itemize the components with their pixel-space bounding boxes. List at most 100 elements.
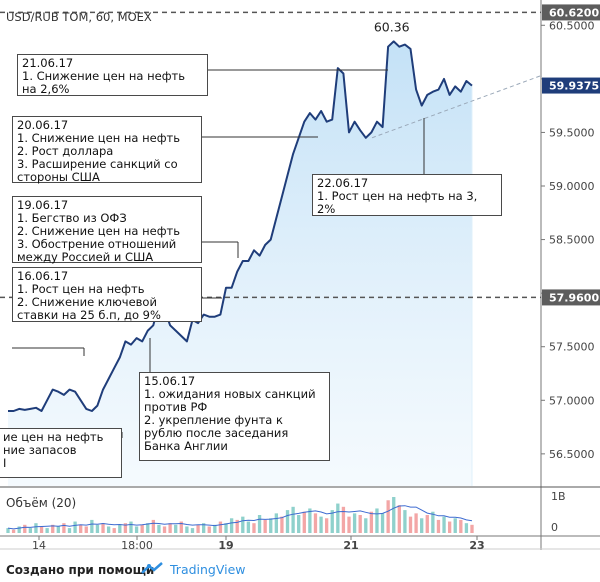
volume-bar (45, 528, 49, 533)
volume-bar (129, 521, 133, 533)
volume-bar (123, 523, 128, 533)
volume-bar (392, 497, 396, 533)
volume-bar (380, 513, 385, 533)
created-with-label: Создано при помощи (6, 563, 155, 577)
volume-bar (358, 515, 362, 533)
volume-bar (151, 519, 156, 533)
volume-bar (280, 516, 284, 533)
volume-bar (324, 518, 329, 533)
volume-bar (453, 518, 457, 533)
volume-bar (285, 510, 290, 533)
volume-bar (436, 519, 441, 533)
volume-bar (79, 524, 83, 533)
volume-bar (257, 515, 262, 533)
volume-bar (229, 518, 234, 533)
volume-bar (431, 511, 435, 533)
volume-bar (134, 526, 139, 533)
volume-bar (386, 500, 390, 533)
volume-bar (464, 523, 469, 533)
volume-bar (17, 526, 21, 533)
chart-title: USD/RUB TOM, 60, MOEX (6, 10, 152, 24)
price-badge-text: 60.6200 (549, 6, 599, 19)
volume-bar (330, 510, 334, 533)
volume-bar (28, 528, 33, 533)
volume-bar (207, 526, 211, 533)
annotation-19-06: 19.06.17 1. Бегство из ОФЗ 2. Снижение ц… (12, 196, 202, 264)
volume-label: Объём (20) (6, 496, 76, 510)
tradingview-brand[interactable]: TradingView (170, 562, 246, 577)
volume-bar (146, 523, 150, 533)
volume-bar (213, 524, 217, 533)
volume-bar (369, 511, 374, 533)
annotation-21-06: 21.06.17 1. Снижение цен на нефть на 2,6… (17, 54, 208, 96)
volume-bar (157, 524, 161, 533)
volume-bar (291, 506, 295, 533)
price-badge-60.6200 (542, 4, 600, 21)
price-tick-label: 56.5000 (549, 448, 595, 461)
time-tick-label: 23 (469, 539, 484, 552)
peak-label: 60.36 (374, 19, 410, 34)
annotation-20-06: 20.06.17 1. Снижение цен на нефть 2. Рос… (12, 116, 202, 184)
volume-bar (90, 519, 94, 533)
volume-bar (101, 523, 105, 533)
volume-bar (308, 508, 312, 533)
volume-bar (56, 526, 60, 533)
price-badge-57.9600 (542, 289, 600, 306)
price-tick-label: 59.5000 (549, 126, 595, 139)
price-area-fill (8, 41, 472, 487)
volume-bar (459, 519, 463, 533)
price-tick-label: 57.0000 (549, 394, 595, 407)
volume-bar (447, 521, 452, 533)
price-line (8, 40, 473, 412)
volume-bar (190, 528, 195, 533)
volume-bar (202, 523, 206, 533)
annotation-22-06: 22.06.17 1. Рост цен на нефть на 3, 2% (312, 174, 502, 216)
volume-bar (269, 518, 273, 533)
time-tick-label: 18:00 (121, 539, 153, 552)
volume-bar (11, 529, 16, 533)
volume-bar (118, 524, 122, 533)
volume-bar (51, 524, 55, 533)
price-tick-label: 60.5000 (549, 19, 595, 32)
volume-bar (62, 523, 66, 533)
volume-bar (263, 519, 267, 533)
price-badge-text: 57.9600 (549, 291, 599, 304)
price-tick-label: 58.5000 (549, 234, 595, 247)
volume-bar (336, 503, 340, 533)
time-tick-label: 21 (343, 539, 358, 552)
volume-bar (235, 519, 239, 533)
volume-bar (252, 523, 256, 533)
annotation-partial: ие цен на нефть ние запасов I (0, 428, 122, 478)
price-tick-label: 59.0000 (549, 180, 595, 193)
price-badge-text: 59.9375 (549, 80, 599, 93)
volume-bar (73, 521, 77, 533)
volume-bar (196, 524, 200, 533)
trendline (371, 75, 542, 139)
volume-bar (364, 518, 368, 533)
volume-bar (218, 521, 223, 533)
volume-bar (341, 506, 346, 533)
price-chart: 60.36 USD/RUB TOM, 60, MOEX 60.5000 59.5000… (0, 0, 600, 552)
volume-axis-tick: 1B (551, 490, 566, 503)
volume-bar (34, 523, 38, 533)
volume-bar (313, 513, 318, 533)
volume-bar (274, 513, 278, 533)
time-tick-label: 14 (32, 539, 46, 552)
volume-bar (168, 523, 172, 533)
volume-bar (375, 508, 379, 533)
volume-ma-line (7, 505, 473, 530)
volume-bar (425, 515, 429, 533)
price-badge-59.9375 (542, 77, 600, 94)
volume-bar (442, 516, 446, 533)
volume-bar (95, 524, 100, 533)
volume-bar (352, 513, 357, 533)
volume-bar (347, 516, 351, 533)
volume-bar (6, 528, 10, 533)
volume-bar (470, 524, 474, 533)
annotation-15-06: 15.06.17 1. ожидания новых санкций проти… (139, 372, 330, 461)
volume-bar (67, 528, 72, 533)
volume-bar (302, 511, 306, 533)
volume-bar (174, 524, 178, 533)
volume-bar (319, 516, 323, 533)
volume-bar (397, 505, 401, 533)
